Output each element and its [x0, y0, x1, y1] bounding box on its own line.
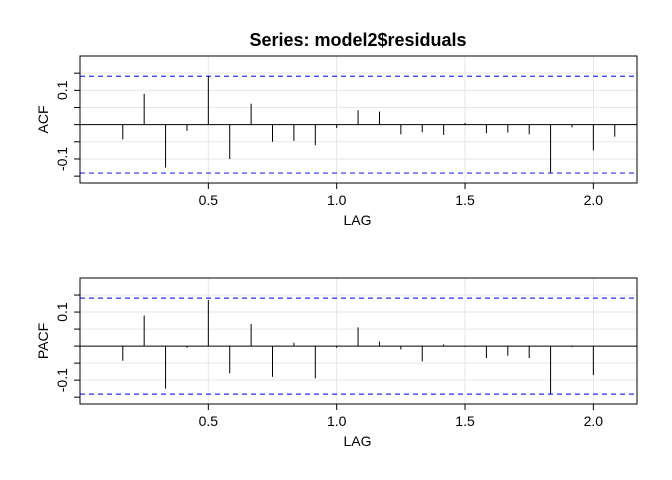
acf-y-tick-label: 0.1 [54, 80, 70, 100]
acf-x-axis-label: LAG [343, 212, 371, 228]
pacf-x-tick-label: 1.5 [455, 413, 475, 429]
pacf-y-tick-label: 0.1 [54, 302, 70, 322]
pacf-y-axis-label: PACF [35, 323, 51, 359]
chart-title: Series: model2$residuals [249, 30, 466, 50]
acf-x-tick-label: 1.0 [327, 192, 347, 208]
pacf-x-tick-label: 2.0 [584, 413, 604, 429]
acf-x-tick-label: 0.5 [199, 192, 219, 208]
pacf-x-tick-label: 0.5 [199, 413, 219, 429]
pacf-panel: 0.5 1.0 1.5 2.0 -0.1 0.1 LAG PACF [35, 277, 638, 449]
acf-plot-frame [79, 55, 638, 184]
pacf-x-axis-label: LAG [343, 433, 371, 449]
pacf-x-tick-label: 1.0 [327, 413, 347, 429]
pacf-y-tick-label: -0.1 [54, 368, 70, 392]
pacf-plot-frame [79, 277, 638, 405]
acf-x-tick-label: 2.0 [584, 192, 604, 208]
acf-panel: 0.5 1.0 1.5 2.0 -0.1 0.1 LAG ACF [35, 55, 638, 228]
acf-y-tick-label: -0.1 [54, 147, 70, 171]
acf-x-tick-label: 1.5 [455, 192, 475, 208]
acf-y-axis-label: ACF [35, 106, 51, 134]
